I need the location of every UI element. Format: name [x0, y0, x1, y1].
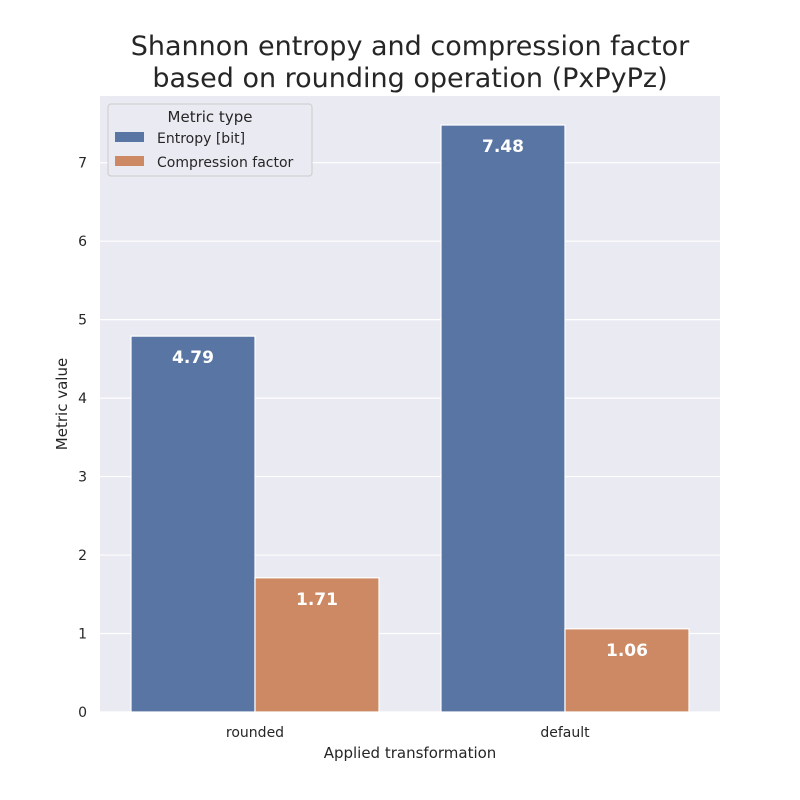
bar-entropy-rounded — [130, 335, 256, 713]
legend-swatch-entropy — [115, 132, 144, 142]
legend-label-compression: Compression factor — [157, 155, 294, 171]
legend: Metric type Entropy [bit] Compression fa… — [107, 103, 313, 177]
bar-value-label: 1.06 — [606, 641, 648, 661]
chart-title-line-2: based on rounding operation (PxPyPz) — [152, 63, 667, 94]
y-axis-label: Metric value — [53, 358, 71, 450]
legend-title: Metric type — [168, 108, 253, 126]
y-axis-ticks: 0 1 2 3 4 5 6 7 — [78, 156, 87, 721]
bar-value-label: 1.71 — [296, 590, 338, 610]
y-tick-label: 6 — [78, 234, 87, 250]
chart-title-line-1: Shannon entropy and compression factor — [131, 31, 690, 62]
y-tick-label: 5 — [78, 313, 87, 329]
y-tick-label: 2 — [78, 548, 87, 564]
y-tick-label: 7 — [78, 156, 87, 172]
bar-value-label: 4.79 — [172, 348, 214, 368]
legend-swatch-compression — [115, 156, 144, 166]
bar-compression-rounded — [254, 577, 380, 713]
bar-value-label: 7.48 — [482, 137, 524, 157]
legend-frame — [107, 103, 313, 177]
y-tick-label: 0 — [78, 705, 87, 721]
y-tick-label: 3 — [78, 470, 87, 486]
y-tick-label: 1 — [78, 627, 87, 643]
x-tick-label: rounded — [226, 725, 284, 741]
bar-compression-default — [564, 628, 690, 713]
x-axis-ticks: rounded default — [226, 725, 590, 741]
y-tick-label: 4 — [78, 391, 87, 407]
legend-label-entropy: Entropy [bit] — [157, 131, 245, 147]
x-axis-label: Applied transformation — [324, 744, 497, 762]
bars: 4.79 1.71 7.48 1.06 — [130, 124, 690, 713]
x-tick-label: default — [540, 725, 590, 741]
bar-entropy-default — [440, 124, 566, 713]
